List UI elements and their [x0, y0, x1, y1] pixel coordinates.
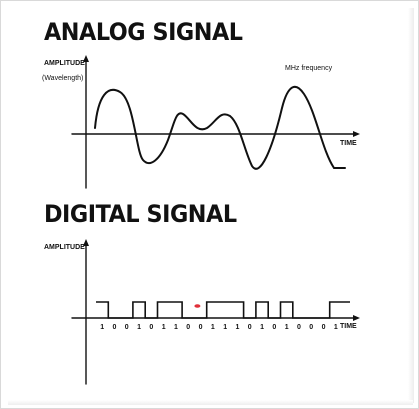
- digital-amplitude-label: AMPLITUDE: [44, 244, 85, 251]
- analog-amplitude-label: AMPLITUDE: [44, 60, 85, 67]
- red-marker: [194, 304, 201, 308]
- digital-square-wave: [96, 301, 350, 319]
- digital-y-axis-arrow: [83, 239, 89, 246]
- bit-label: 1: [100, 324, 104, 331]
- bit-label: 0: [199, 324, 203, 331]
- bit-label: 1: [223, 324, 227, 331]
- bit-label: 1: [174, 324, 178, 331]
- bit-label: 0: [112, 324, 116, 331]
- digital-signal-title: DIGITAL SIGNAL: [44, 200, 237, 228]
- bit-label: 0: [149, 324, 153, 331]
- bit-label: 0: [248, 324, 252, 331]
- bit-label: 1: [137, 324, 141, 331]
- mhz-frequency-annotation: MHz frequency: [285, 65, 333, 72]
- bit-label: 1: [162, 324, 166, 331]
- analog-y-axis-arrow: [83, 55, 89, 62]
- bit-label: 0: [297, 324, 301, 331]
- digital-x-axis-arrow: [353, 315, 360, 321]
- digital-time-label: TIME: [340, 323, 357, 330]
- bit-label: 0: [186, 324, 190, 331]
- analog-time-label: TIME: [340, 140, 357, 147]
- bit-label: 1: [334, 324, 338, 331]
- analog-signal-title: ANALOG SIGNAL: [44, 18, 243, 46]
- bit-label: 0: [322, 324, 326, 331]
- bit-label: 0: [125, 324, 129, 331]
- bit-label: 0: [272, 324, 276, 331]
- analog-x-axis-arrow: [353, 131, 360, 137]
- bit-label: 0: [309, 324, 313, 331]
- bottom-edge-shadow: [8, 400, 413, 405]
- bit-label: 1: [211, 324, 215, 331]
- analog-wavelength-label: (Wavelength): [42, 75, 84, 82]
- bit-label: 1: [260, 324, 264, 331]
- bit-label: 1: [285, 324, 289, 331]
- analog-wave: [94, 85, 346, 170]
- right-edge-shadow: [408, 8, 414, 403]
- bit-label: 1: [235, 324, 239, 331]
